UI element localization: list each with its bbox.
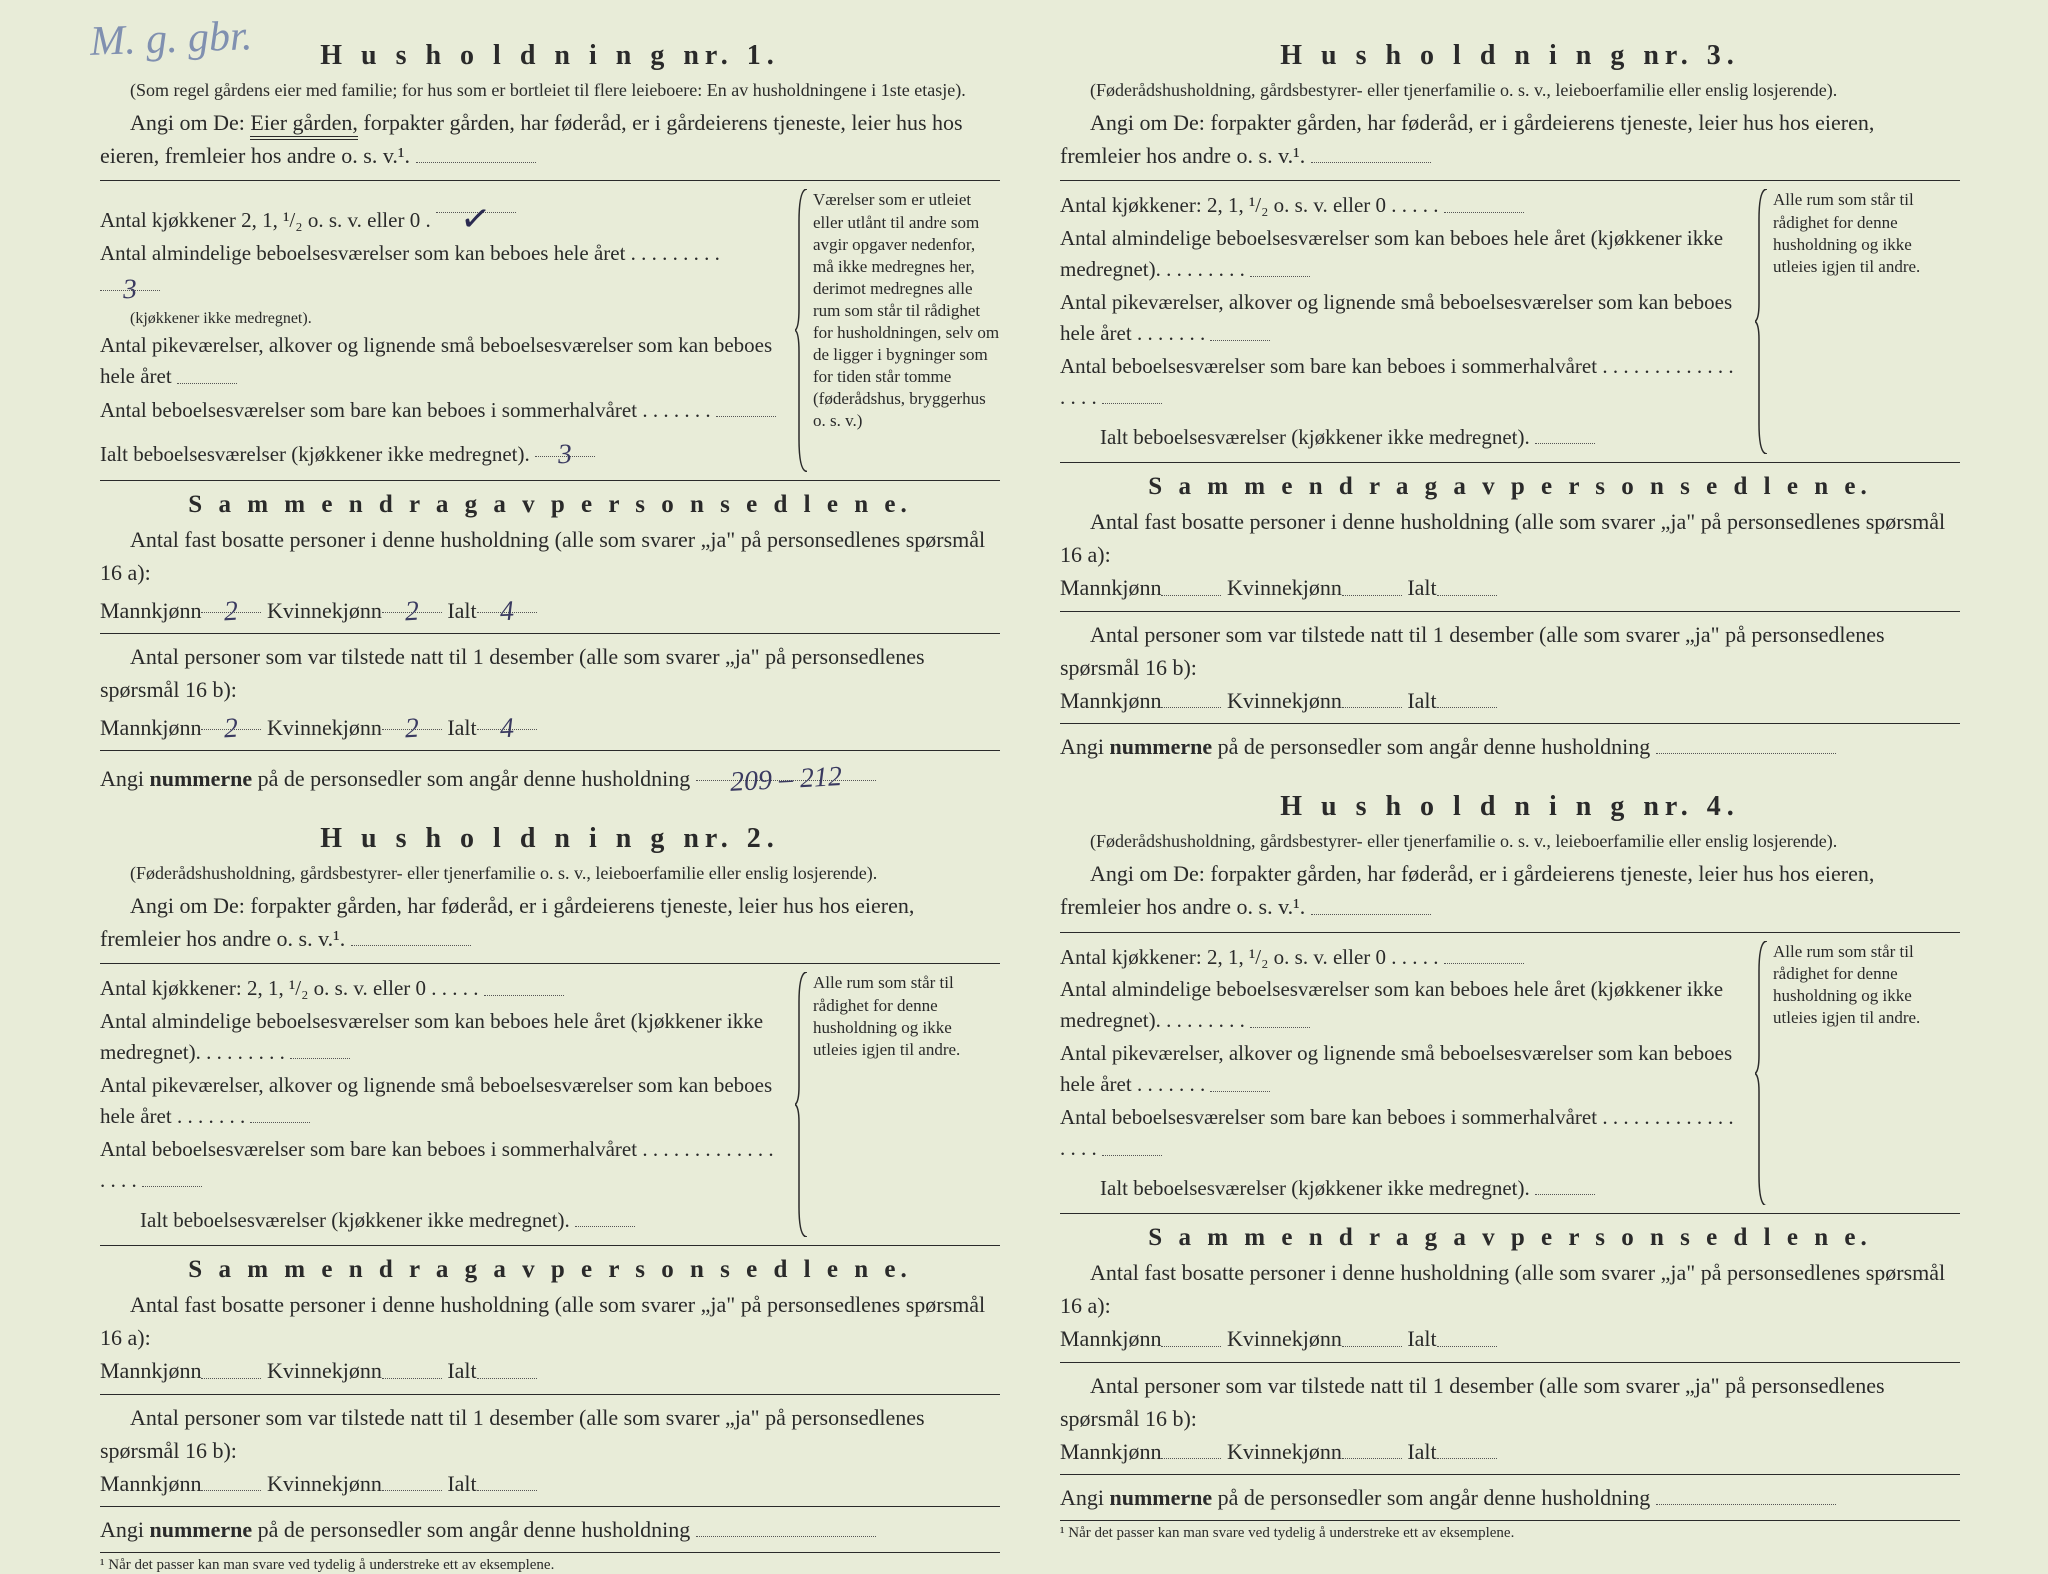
total-label: Ialt beboelsesværelser (kjøkkener ikke m… <box>100 442 530 466</box>
summary-title-4: S a m m e n d r a g a v p e r s o n s e … <box>1060 1224 1960 1252</box>
household-2-angi: Angi om De: forpakter gården, har føderå… <box>100 889 1000 955</box>
household-1: H u s h o l d n i n g nr. 1. (Som regel … <box>100 40 1000 795</box>
household-2: H u s h o l d n i n g nr. 2. (Føderådshu… <box>100 823 1000 1574</box>
brace-icon <box>1755 941 1769 1206</box>
rooms-right-1: Værelser som er utleiet eller utlånt til… <box>795 189 1000 471</box>
brace-icon <box>795 972 809 1237</box>
kitchens-label: Antal kjøkkener 2, 1, ¹/₂ o. s. v. eller… <box>100 208 431 232</box>
household-4: H u s h o l d n i n g nr. 4. (Føderådshu… <box>1060 791 1960 1542</box>
present-line-1: Antal personer som var tilstede natt til… <box>100 640 1000 744</box>
rooms-block-4: Antal kjøkkener: 2, 1, ¹/₂ o. s. v. elle… <box>1060 932 1960 1215</box>
household-1-sub: (Som regel gårdens eier med familie; for… <box>100 78 1000 102</box>
household-3: H u s h o l d n i n g nr. 3. (Føderådshu… <box>1060 40 1960 763</box>
rooms-block-2: Antal kjøkkener: 2, 1, ¹/₂ o. s. v. elle… <box>100 963 1000 1246</box>
kitchens-val: ✓ <box>436 189 516 212</box>
household-1-angi: Angi om De: Eier gården, forpakter gårde… <box>100 106 1000 172</box>
ordinary-val: 3 <box>100 268 160 291</box>
household-4-title: H u s h o l d n i n g nr. 4. <box>1060 791 1960 823</box>
footnote-left: ¹ Når det passer kan man svare ved tydel… <box>100 1552 1000 1574</box>
side-note: Værelser som er utleiet eller utlånt til… <box>813 190 999 430</box>
resident-line-1: Antal fast bosatte personer i denne hush… <box>100 523 1000 627</box>
summary-title-1: S a m m e n d r a g a v p e r s o n s e … <box>100 491 1000 519</box>
summer-val <box>716 394 776 417</box>
angi-underlined: Eier gården, <box>250 110 358 140</box>
angi-blank <box>416 139 536 163</box>
rooms-block-3: Antal kjøkkener: 2, 1, ¹/₂ o. s. v. elle… <box>1060 180 1960 463</box>
handwriting-annotation: M. g. gbr. <box>89 12 253 66</box>
footnote-right: ¹ Når det passer kan man svare ved tydel… <box>1060 1520 1960 1542</box>
angi-prefix: Angi om De: <box>130 110 245 135</box>
right-page: H u s h o l d n i n g nr. 3. (Føderådshu… <box>1040 30 2000 1479</box>
total-val: 3 <box>535 433 595 456</box>
summer-label: Antal beboelsesværelser som bare kan beb… <box>100 398 637 422</box>
brace-icon <box>795 189 809 471</box>
summary-title-2: S a m m e n d r a g a v p e r s o n s e … <box>100 1256 1000 1284</box>
divider <box>100 750 1000 751</box>
ordinary-note: (kjøkkener ikke medregnet). <box>100 307 783 330</box>
rooms-block-1: Antal kjøkkener 2, 1, ¹/₂ o. s. v. eller… <box>100 180 1000 480</box>
nummer-line-1: Angi nummerne på de personsedler som ang… <box>100 757 1000 795</box>
summary-title-3: S a m m e n d r a g a v p e r s o n s e … <box>1060 473 1960 501</box>
ordinary-label: Antal almindelige beboelsesværelser som … <box>100 241 625 265</box>
divider <box>100 633 1000 634</box>
household-2-title: H u s h o l d n i n g nr. 2. <box>100 823 1000 855</box>
rooms-left-1: Antal kjøkkener 2, 1, ¹/₂ o. s. v. eller… <box>100 189 783 471</box>
household-2-sub: (Føderådshusholdning, gårdsbestyrer- ell… <box>100 861 1000 885</box>
brace-icon <box>1755 189 1769 454</box>
household-3-title: H u s h o l d n i n g nr. 3. <box>1060 40 1960 72</box>
maids-val <box>177 360 237 383</box>
left-page: M. g. gbr. H u s h o l d n i n g nr. 1. … <box>80 30 1040 1479</box>
